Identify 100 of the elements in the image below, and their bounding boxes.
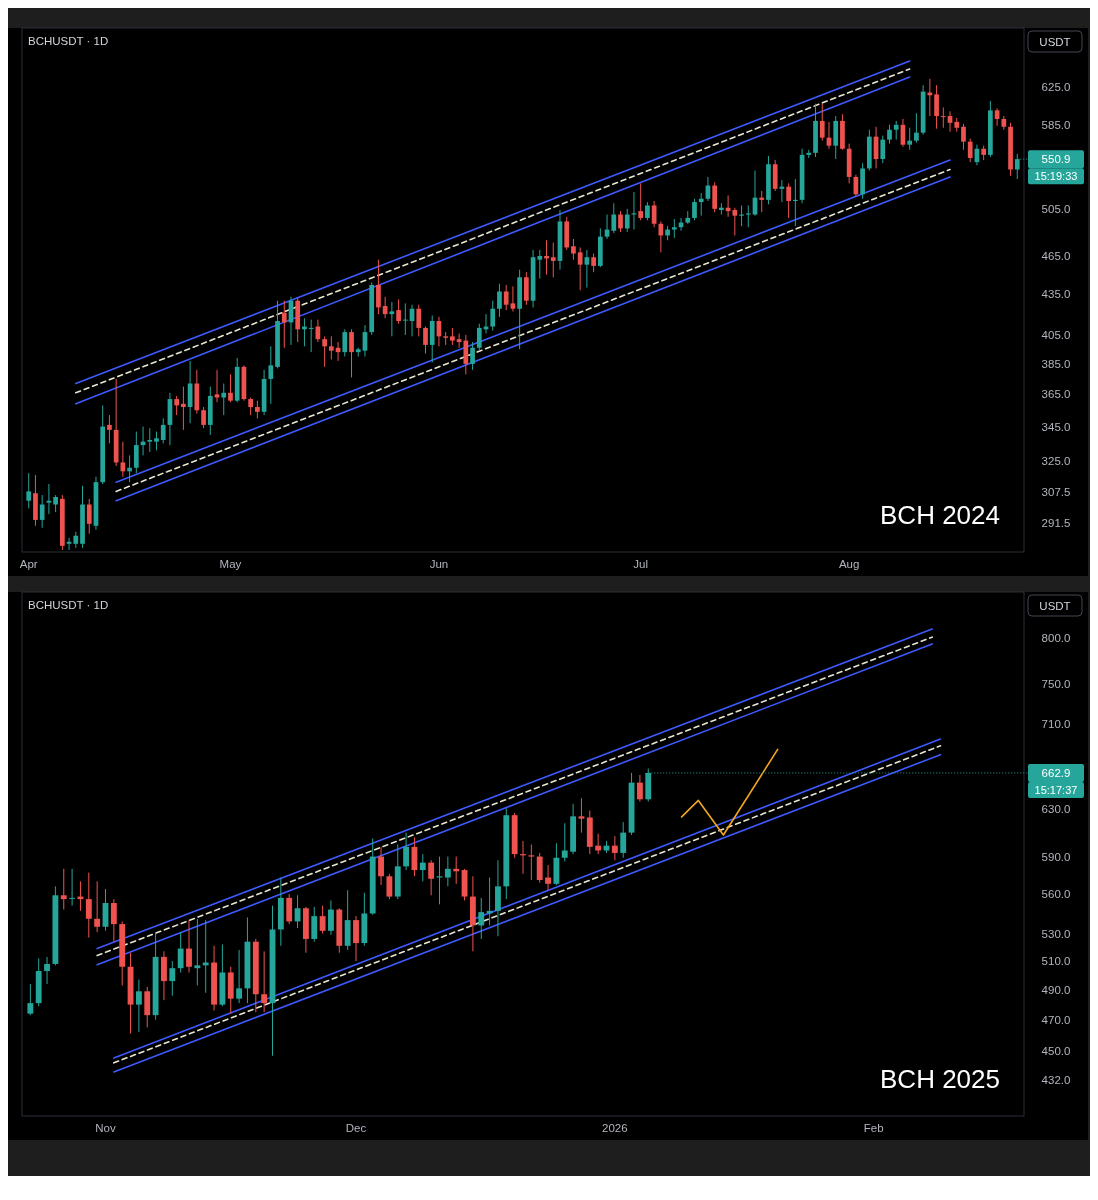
- candlestick: [286, 893, 293, 925]
- candlestick: [60, 868, 67, 911]
- candlestick: [376, 259, 381, 315]
- y-tick-label: 307.5: [1041, 486, 1071, 499]
- candlestick: [85, 872, 92, 939]
- candlestick: [201, 406, 206, 429]
- candlestick: [428, 859, 435, 896]
- candlestick: [389, 301, 395, 337]
- candlestick: [319, 905, 326, 935]
- candlestick: [328, 335, 334, 360]
- candlestick: [490, 300, 496, 332]
- candlestick: [268, 345, 274, 405]
- candlestick: [107, 414, 112, 444]
- text: BCHUSDT · 1D: [28, 35, 109, 47]
- candlestick: [311, 906, 318, 943]
- y-tick-label: 465.0: [1041, 250, 1071, 263]
- y-tick-label: 510.0: [1041, 955, 1071, 968]
- candlestick: [353, 915, 359, 962]
- x-tick-label: Jul: [633, 558, 649, 570]
- candlestick: [463, 334, 469, 375]
- candlestick: [537, 249, 543, 280]
- candlestick: [86, 498, 92, 535]
- y-tick-label: 291.5: [1041, 516, 1071, 529]
- candlestick: [732, 207, 738, 236]
- candlestick: [611, 835, 618, 861]
- candlestick: [110, 898, 117, 943]
- y-axis-title: USDT: [1039, 36, 1071, 48]
- candlestick: [94, 880, 101, 933]
- y-tick-label: 405.0: [1041, 328, 1071, 341]
- candlestick: [577, 246, 583, 291]
- candlestick: [396, 298, 401, 325]
- candlestick: [186, 919, 192, 973]
- candlestick: [133, 431, 139, 474]
- candlestick: [759, 190, 765, 213]
- candlestick: [611, 202, 617, 234]
- candlestick: [44, 956, 50, 985]
- candlestick: [591, 253, 596, 273]
- candlestick: [281, 300, 287, 349]
- candlestick: [135, 979, 142, 1033]
- candlestick: [739, 204, 744, 227]
- candlestick: [578, 797, 585, 834]
- y-tick-label: 325.0: [1041, 454, 1071, 467]
- y-axis-title: USDT: [1039, 600, 1071, 612]
- text: BCH 2024: [880, 500, 1000, 530]
- candlestick: [967, 138, 973, 163]
- candlestick: [561, 822, 568, 862]
- candlestick: [322, 335, 327, 368]
- candlestick: [261, 950, 268, 1013]
- y-tick-label: 750.0: [1041, 678, 1071, 691]
- candlestick: [478, 897, 485, 940]
- candlestick: [236, 949, 243, 1004]
- y-tick-label: 385.0: [1041, 357, 1071, 370]
- candlestick: [692, 198, 697, 221]
- y-tick-label: 435.0: [1041, 288, 1071, 301]
- y-tick-label: 710.0: [1041, 717, 1071, 730]
- candlestick: [571, 238, 576, 261]
- candlestick: [174, 395, 180, 416]
- candlestick: [536, 852, 543, 884]
- text: 15:17:37: [1034, 783, 1078, 796]
- candlestick: [456, 333, 462, 349]
- candlestick: [476, 323, 482, 352]
- text: BCHUSDT · 1D: [28, 599, 109, 611]
- candlestick: [510, 285, 516, 312]
- candlestick: [169, 960, 176, 997]
- y-tick-label: 590.0: [1041, 850, 1071, 863]
- candlestick: [378, 846, 384, 886]
- y-tick-label: 530.0: [1041, 927, 1071, 940]
- candlestick: [328, 899, 334, 936]
- candlestick: [893, 120, 899, 141]
- candlestick: [177, 931, 184, 973]
- candlestick: [880, 135, 886, 164]
- x-tick-label: Jun: [429, 558, 449, 570]
- candlestick: [907, 127, 913, 151]
- y-tick-label: 450.0: [1041, 1044, 1071, 1057]
- candlestick: [638, 182, 644, 221]
- candlestick: [584, 249, 590, 289]
- candlestick: [793, 178, 798, 227]
- candlestick: [914, 112, 919, 144]
- x-tick-label: Aug: [838, 558, 860, 570]
- candlestick: [550, 242, 556, 278]
- candlestick: [819, 103, 825, 142]
- candlestick: [887, 124, 892, 145]
- candlestick: [194, 918, 201, 986]
- y-tick-label: 630.0: [1041, 803, 1071, 816]
- text: 15:19:33: [1034, 170, 1078, 183]
- text: BCH 2025: [880, 1064, 1000, 1094]
- candlestick: [419, 853, 426, 882]
- x-tick-label: Apr: [19, 558, 38, 570]
- candlestick: [712, 181, 718, 213]
- annotation: 662.9: [1041, 766, 1071, 779]
- candlestick: [528, 843, 535, 881]
- y-tick-label: 800.0: [1041, 632, 1071, 645]
- candlestick: [503, 284, 509, 311]
- candlestick: [934, 84, 939, 130]
- x-tick-label: Feb: [863, 1122, 884, 1134]
- candlestick: [147, 427, 153, 453]
- candlestick: [160, 417, 166, 444]
- y-tick-label: 490.0: [1041, 983, 1071, 996]
- y-tick-label: 365.0: [1041, 388, 1071, 401]
- line-series: [680, 748, 779, 836]
